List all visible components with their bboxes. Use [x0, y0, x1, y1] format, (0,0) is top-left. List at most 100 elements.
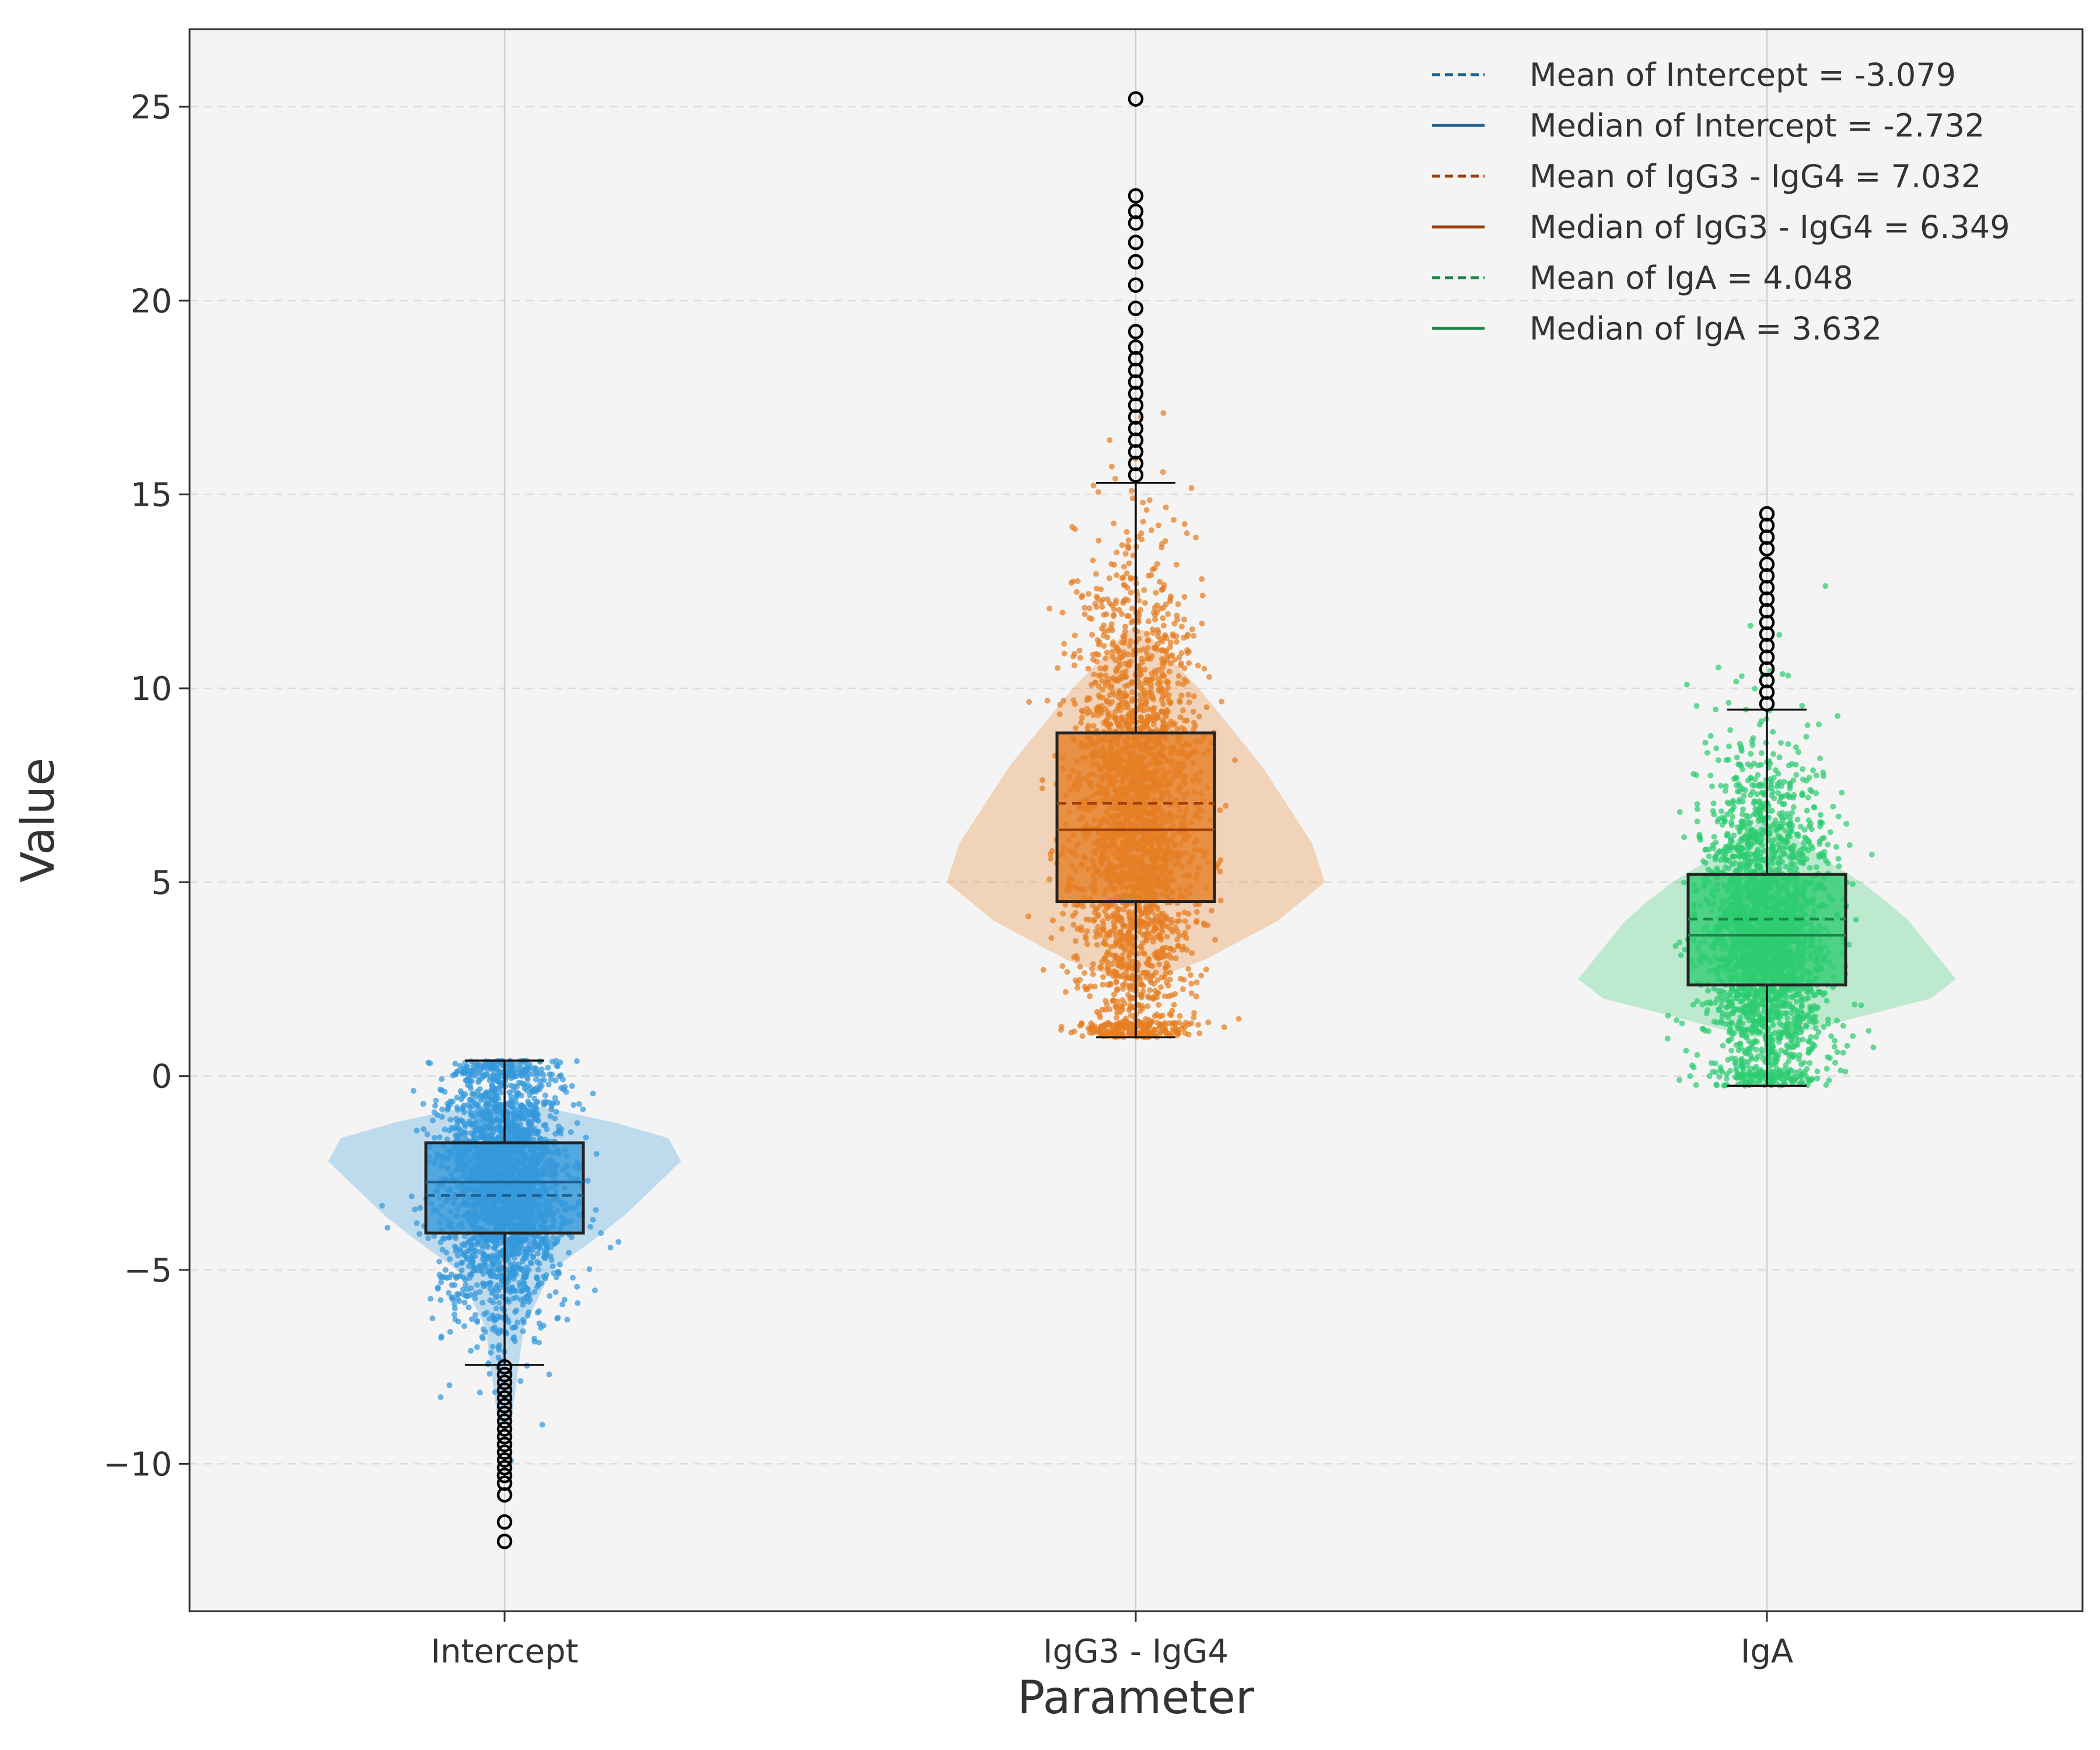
strip-point: [1168, 992, 1175, 999]
strip-point: [1077, 964, 1083, 970]
strip-point: [1100, 918, 1106, 925]
strip-point: [517, 1121, 524, 1128]
strip-point: [1156, 1002, 1162, 1008]
strip-point: [1171, 517, 1177, 523]
strip-point: [468, 1078, 475, 1084]
strip-point: [1176, 932, 1182, 939]
strip-point: [1082, 970, 1088, 976]
strip-point: [561, 1297, 568, 1303]
strip-point: [568, 1129, 574, 1135]
strip-point: [536, 1244, 542, 1251]
strip-point: [1124, 528, 1130, 535]
strip-point: [1112, 708, 1119, 715]
strip-point: [1046, 606, 1053, 612]
strip-point: [496, 1124, 503, 1130]
strip-point: [1185, 631, 1191, 638]
strip-point: [429, 1117, 436, 1124]
strip-point: [490, 1129, 496, 1136]
strip-point: [468, 1316, 475, 1322]
strip-point: [535, 1250, 541, 1256]
strip-point: [1136, 597, 1142, 604]
strip-point: [1056, 711, 1063, 718]
strip-point: [1109, 699, 1115, 705]
strip-point: [490, 1073, 496, 1079]
strip-point: [1064, 969, 1070, 975]
strip-point: [514, 1083, 520, 1090]
strip-point: [442, 1088, 448, 1095]
strip-point: [1212, 937, 1218, 943]
strip-point: [493, 1306, 499, 1311]
strip-point: [439, 1114, 445, 1120]
strip-point: [454, 1104, 460, 1111]
strip-point: [1055, 665, 1061, 671]
strip-point: [1164, 933, 1170, 940]
strip-point: [482, 1094, 488, 1100]
strip-point: [1158, 544, 1165, 551]
strip-point: [1175, 911, 1182, 918]
strip-point: [1180, 986, 1186, 992]
strip-point: [547, 1293, 553, 1299]
strip-point: [1143, 960, 1150, 966]
strip-point: [1159, 709, 1166, 715]
strip-point: [488, 1086, 495, 1093]
strip-point: [583, 1134, 589, 1140]
strip-point: [1058, 1024, 1065, 1030]
strip-point: [438, 1239, 444, 1245]
strip-point: [1128, 576, 1134, 582]
strip-point: [1062, 989, 1069, 995]
strip-point: [416, 1231, 423, 1237]
strip-point: [1072, 977, 1079, 984]
strip-point: [497, 1090, 503, 1096]
strip-point: [1148, 681, 1154, 688]
strip-point: [414, 1128, 420, 1133]
strip-point: [454, 1094, 460, 1101]
strip-point: [462, 1242, 468, 1249]
strip-point: [447, 1234, 454, 1240]
strip-point: [461, 1109, 467, 1115]
strip-point: [512, 1132, 518, 1138]
strip-point: [1189, 626, 1195, 632]
strip-point: [550, 1100, 556, 1107]
strip-point: [1119, 611, 1125, 617]
strip-point: [505, 1258, 512, 1264]
strip-point: [478, 1129, 484, 1135]
strip-point: [1166, 697, 1172, 704]
strip-point: [1160, 622, 1167, 629]
strip-point: [1148, 572, 1154, 578]
strip-point: [1100, 687, 1106, 693]
strip-point: [1170, 633, 1177, 639]
strip-point: [496, 1346, 502, 1353]
strip-point: [598, 1230, 604, 1236]
strip-point: [1113, 978, 1119, 985]
strip-point: [1184, 530, 1190, 537]
strip-point: [489, 1343, 496, 1350]
strip-point: [1189, 950, 1195, 956]
strip-point: [452, 1311, 458, 1318]
strip-point: [1152, 612, 1158, 618]
strip-point: [531, 1335, 537, 1342]
strip-point: [520, 1328, 526, 1334]
strip-point: [1093, 570, 1099, 577]
strip-point: [521, 1238, 527, 1244]
strip-point: [552, 1077, 559, 1084]
strip-point: [1099, 1006, 1105, 1013]
strip-point: [487, 1297, 494, 1303]
strip-point: [442, 1267, 449, 1273]
strip-point: [1116, 914, 1123, 920]
strip-point: [439, 1076, 445, 1082]
strip-point: [520, 1317, 526, 1323]
strip-point: [1194, 979, 1200, 986]
strip-point: [436, 1272, 443, 1278]
strip-point: [1090, 723, 1097, 729]
strip-point: [570, 1275, 576, 1281]
strip-point: [510, 1336, 516, 1342]
strip-point: [421, 1126, 427, 1132]
strip-point: [1174, 612, 1180, 619]
strip-point: [540, 1322, 547, 1329]
strip-point: [447, 1116, 453, 1123]
strip-point: [524, 1117, 531, 1124]
strip-point: [427, 1060, 433, 1066]
strip-point: [1120, 634, 1126, 640]
strip-point: [530, 1087, 537, 1094]
